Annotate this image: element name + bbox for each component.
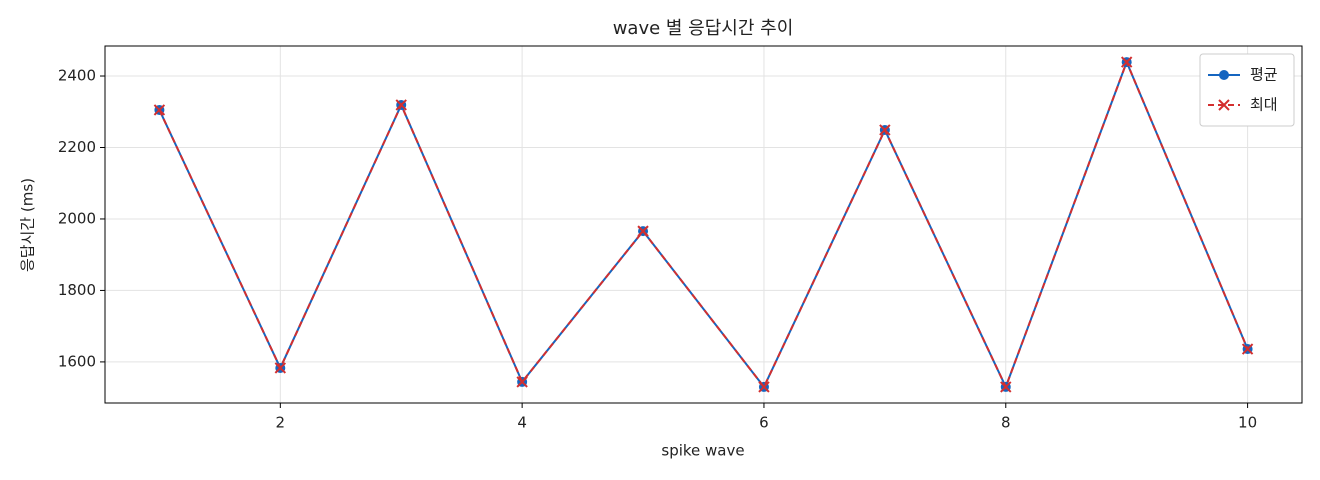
marker: [395, 99, 407, 111]
x-tick-label: 4: [517, 414, 527, 432]
legend-marker: [1219, 70, 1229, 80]
x-axis-label: spike wave: [661, 442, 744, 460]
marker: [637, 225, 649, 237]
legend-label: 최대: [1250, 96, 1278, 114]
x-tick-label: 8: [1001, 414, 1011, 432]
y-tick-label: 1600: [58, 352, 96, 370]
marker: [758, 381, 770, 393]
y-tick-label: 2000: [58, 209, 96, 227]
legend-marker: [1218, 99, 1230, 111]
marker: [274, 362, 287, 374]
plot-frame: [104, 45, 1303, 404]
y-tick-label: 1800: [58, 281, 96, 299]
marker: [1000, 381, 1012, 393]
legend-box: [1199, 53, 1295, 127]
y-axis-label: 응답시간 (ms): [19, 178, 37, 272]
marker: [879, 124, 891, 136]
line: [158, 59, 1249, 390]
marker: [1241, 343, 1254, 355]
y-tick-label: 2200: [58, 138, 96, 156]
marker: [516, 376, 528, 388]
x-tick-label: 2: [276, 414, 286, 432]
marker: [153, 104, 166, 116]
legend-label: 평균: [1250, 66, 1278, 84]
y-tick-label: 2400: [58, 67, 96, 85]
x-tick-label: 10: [1238, 414, 1257, 432]
x-tick-label: 6: [759, 414, 769, 432]
chart-title: wave 별 응답시간 추이: [613, 18, 794, 39]
marker: [1120, 56, 1133, 68]
